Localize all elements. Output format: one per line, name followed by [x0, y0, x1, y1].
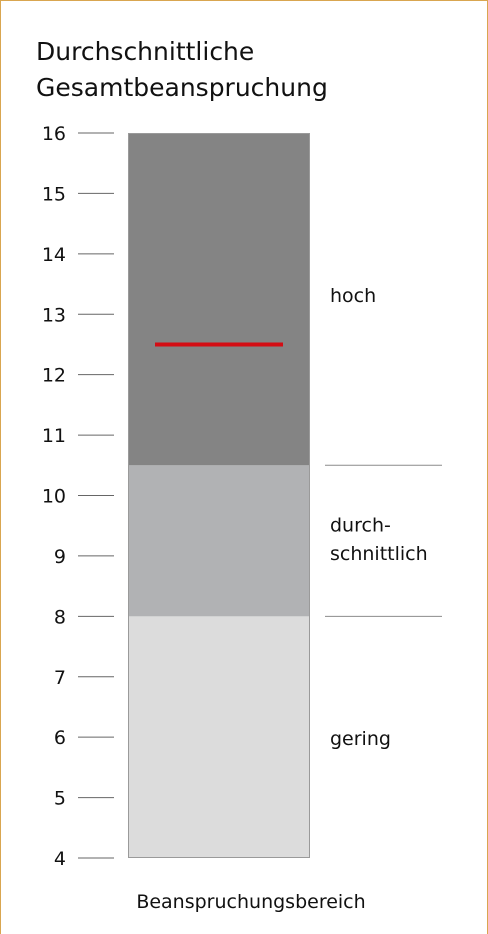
band-label-hoch: hoch — [330, 285, 376, 307]
band-gering — [128, 616, 310, 858]
chart-title-line-2: Gesamtbeanspruchung — [36, 73, 328, 102]
band-label-durchschnittlich: schnittlich — [330, 543, 428, 565]
chart-title-line-1: Durchschnittliche — [36, 37, 255, 66]
x-axis-label: Beanspruchungsbereich — [136, 891, 365, 913]
band-label-durchschnittlich: durch- — [330, 515, 391, 537]
band-label-gering: gering — [330, 728, 391, 750]
y-tick-label: 9 — [54, 546, 66, 568]
bar-outline — [128, 133, 310, 858]
band-durchschnittlich — [128, 465, 310, 617]
y-axis: 4 5 6 7 8 9 10 11 12 13 14 15 16 — [42, 123, 114, 870]
y-tick-label: 12 — [42, 365, 66, 387]
y-tick-label: 16 — [42, 123, 66, 145]
y-tick-label: 13 — [42, 304, 66, 326]
band-hoch — [128, 133, 310, 466]
y-tick-label: 5 — [54, 788, 66, 810]
y-tick-label: 4 — [54, 848, 66, 870]
y-tick-label: 15 — [42, 183, 66, 205]
band-labels: gering durch-schnittlich hoch — [330, 285, 428, 750]
y-tick-label: 14 — [42, 244, 66, 266]
bands-group — [128, 133, 310, 858]
band-separators — [325, 464, 442, 617]
y-tick-label: 6 — [54, 727, 66, 749]
y-tick-label: 10 — [42, 486, 66, 508]
y-tick-label: 7 — [54, 667, 66, 689]
y-tick-label: 8 — [54, 606, 66, 628]
y-tick-label: 11 — [42, 425, 66, 447]
chart-title: Durchschnittliche Gesamtbeanspruchung — [36, 34, 456, 106]
